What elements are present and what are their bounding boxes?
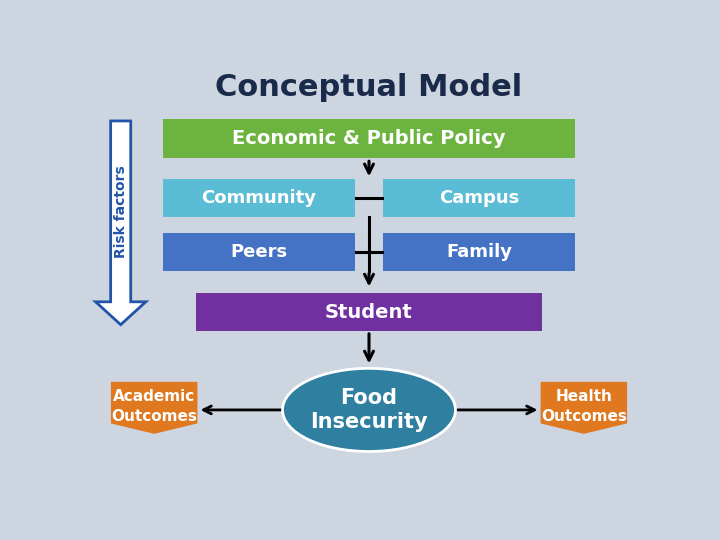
Polygon shape <box>111 382 197 434</box>
Text: Health
Outcomes: Health Outcomes <box>541 389 627 424</box>
FancyBboxPatch shape <box>163 179 355 217</box>
FancyBboxPatch shape <box>163 119 575 158</box>
Text: Peers: Peers <box>230 243 287 261</box>
FancyBboxPatch shape <box>383 233 575 271</box>
Text: Food
Insecurity: Food Insecurity <box>310 388 428 431</box>
Polygon shape <box>96 121 145 325</box>
Polygon shape <box>541 382 627 434</box>
Text: Economic & Public Policy: Economic & Public Policy <box>233 129 505 148</box>
Text: Conceptual Model: Conceptual Model <box>215 73 523 102</box>
Text: Community: Community <box>202 189 316 207</box>
Text: Risk factors: Risk factors <box>114 165 127 258</box>
FancyBboxPatch shape <box>383 179 575 217</box>
Text: Family: Family <box>446 243 512 261</box>
Text: Campus: Campus <box>439 189 519 207</box>
FancyBboxPatch shape <box>163 233 355 271</box>
Ellipse shape <box>282 368 456 451</box>
Text: Student: Student <box>325 303 413 322</box>
FancyBboxPatch shape <box>196 294 542 331</box>
Text: Academic
Outcomes: Academic Outcomes <box>111 389 197 424</box>
